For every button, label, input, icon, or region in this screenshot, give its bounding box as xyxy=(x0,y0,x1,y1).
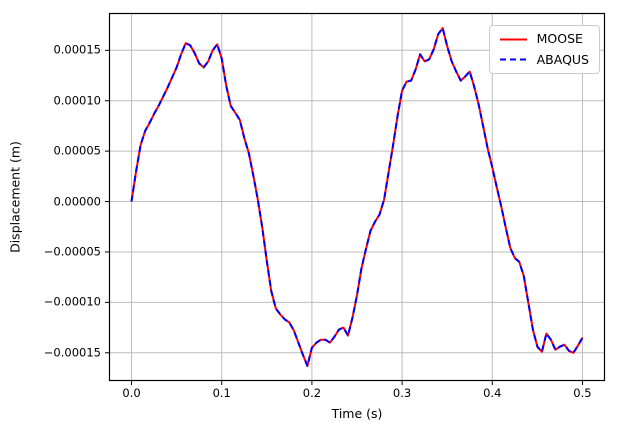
y-tick-label: 0.00015 xyxy=(53,42,101,57)
x-tick-label: 0.0 xyxy=(122,386,141,400)
moose-line-sample xyxy=(499,38,527,41)
y-tick-label: 0.00010 xyxy=(53,93,101,108)
legend-label-abaqus: ABAQUS xyxy=(536,51,589,67)
x-axis-title: Time (s) xyxy=(331,406,383,421)
x-tick-label: 0.2 xyxy=(302,386,322,400)
plot-canvas xyxy=(105,12,606,385)
plot-area: 0.0 0.1 0.2 0.3 0.4 0.5 −0.00015 −0.00010 −0.00… xyxy=(8,12,606,421)
y-tick-label: −0.00010 xyxy=(43,295,101,310)
legend-label-moose: MOOSE xyxy=(536,31,583,46)
y-tick-label: −0.00005 xyxy=(43,244,101,259)
y-tick-label: 0.00000 xyxy=(53,194,101,209)
legend: MOOSE ABAQUS xyxy=(488,25,600,74)
y-tick-label: −0.00015 xyxy=(43,345,101,360)
abaqus-line-sample xyxy=(499,58,527,61)
x-tick-label: 0.3 xyxy=(392,386,412,400)
y-tick-label: 0.00005 xyxy=(53,143,101,158)
x-tick-label: 0.1 xyxy=(212,386,231,400)
moose-line xyxy=(130,27,584,367)
legend-entry-moose: MOOSE xyxy=(499,31,589,46)
abaqus-line xyxy=(130,27,584,367)
legend-entry-abaqus: ABAQUS xyxy=(499,51,589,67)
plot-frame xyxy=(108,12,606,382)
x-tick-label: 0.5 xyxy=(573,386,592,400)
x-tick-label: 0.4 xyxy=(483,386,502,400)
y-axis-title: Displacement (m) xyxy=(7,141,23,253)
